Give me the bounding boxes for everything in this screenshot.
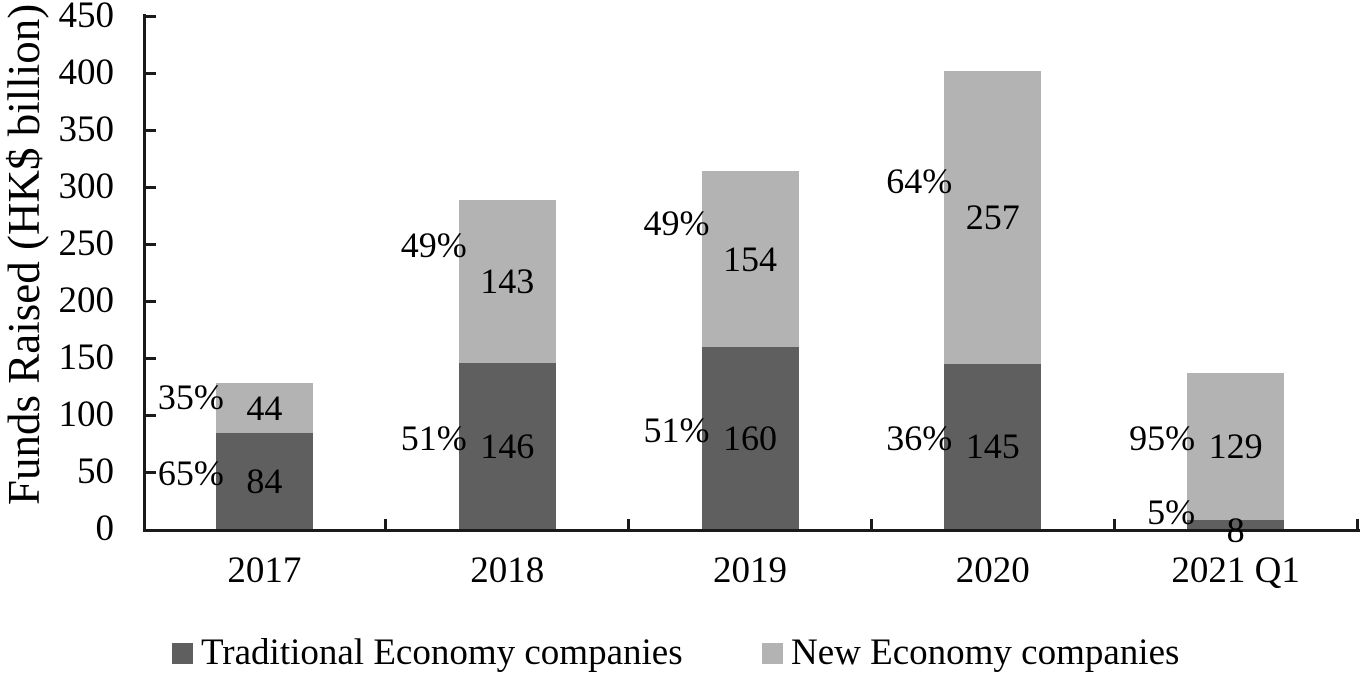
bar-value-label: 129 (1208, 426, 1263, 467)
bar-pct-label: 35% (157, 377, 224, 418)
y-tick-mark (146, 413, 156, 417)
y-tick-mark (146, 299, 156, 303)
bar-segment-traditional-2021 Q1 (1187, 519, 1285, 529)
bar-value-label: 84 (246, 461, 283, 502)
y-tick-mark (146, 71, 156, 75)
y-tick-label: 350 (58, 109, 115, 150)
bar-segment-traditional-2020 (944, 363, 1042, 529)
y-tick-label: 100 (58, 394, 115, 435)
bar-value-label: 8 (1226, 510, 1245, 551)
x-tick-label: 2020 (955, 550, 1030, 591)
y-axis-title: Funds Raised (HK$ billion) (0, 3, 49, 505)
bar-value-label: 44 (246, 388, 283, 429)
y-tick-mark (146, 14, 156, 18)
bar-pct-label: 5% (1147, 492, 1196, 533)
x-axis-line (143, 529, 1360, 532)
legend-label-traditional: Traditional Economy companies (201, 632, 683, 673)
legend-swatch-new-icon (762, 642, 783, 664)
bar-value-label: 143 (480, 261, 535, 302)
y-axis-line (143, 14, 146, 532)
legend: Traditional Economy companies New Econom… (0, 632, 1363, 676)
x-tick-mark (384, 519, 388, 529)
bar-segment-traditional-2017 (215, 433, 313, 529)
bar-segment-traditional-2018 (458, 362, 556, 529)
x-tick-label: 2021 Q1 (1171, 550, 1300, 591)
legend-swatch-traditional-icon (172, 642, 193, 664)
x-tick-mark (1355, 519, 1359, 529)
bar-pct-label: 65% (157, 453, 224, 494)
legend-label-new: New Economy companies (791, 632, 1180, 673)
y-tick-mark (146, 356, 156, 360)
bar-value-label: 145 (965, 426, 1020, 467)
bar-segment-new-2021 Q1 (1187, 372, 1285, 520)
bar-segment-new-2020 (944, 70, 1042, 364)
bar-pct-label: 64% (886, 161, 953, 202)
y-tick-mark (146, 128, 156, 132)
y-tick-label: 50 (77, 451, 114, 492)
x-tick-mark (869, 519, 873, 529)
y-tick-label: 450 (58, 0, 115, 36)
bar-pct-label: 51% (643, 409, 710, 450)
y-tick-label: 200 (58, 280, 115, 321)
bar-pct-label: 51% (400, 417, 467, 458)
y-tick-mark (146, 185, 156, 189)
bar-value-label: 257 (965, 197, 1020, 238)
bar-pct-label: 49% (400, 225, 467, 266)
y-tick-mark (146, 470, 156, 474)
legend-item-traditional: Traditional Economy companies (172, 632, 683, 673)
bar-pct-label: 95% (1129, 418, 1196, 459)
bar-pct-label: 36% (886, 418, 953, 459)
bar-segment-new-2018 (458, 199, 556, 363)
y-tick-label: 0 (95, 508, 115, 549)
x-tick-label: 2017 (227, 550, 302, 591)
x-tick-mark (627, 519, 631, 529)
bar-value-label: 160 (723, 417, 777, 458)
x-tick-label: 2019 (713, 550, 787, 591)
x-tick-label: 2018 (470, 550, 545, 591)
bar-value-label: 146 (480, 425, 535, 466)
y-tick-label: 150 (58, 337, 115, 378)
legend-item-new: New Economy companies (762, 632, 1180, 673)
y-tick-label: 250 (58, 223, 115, 264)
y-tick-label: 300 (58, 166, 115, 207)
y-tick-label: 400 (58, 52, 115, 93)
bar-value-label: 154 (723, 238, 777, 279)
x-tick-mark (1112, 519, 1116, 529)
bar-segment-new-2019 (701, 171, 799, 347)
y-tick-mark (146, 242, 156, 246)
bar-segment-new-2017 (215, 383, 313, 434)
bar-pct-label: 49% (643, 202, 710, 243)
bar-segment-traditional-2019 (701, 346, 799, 529)
